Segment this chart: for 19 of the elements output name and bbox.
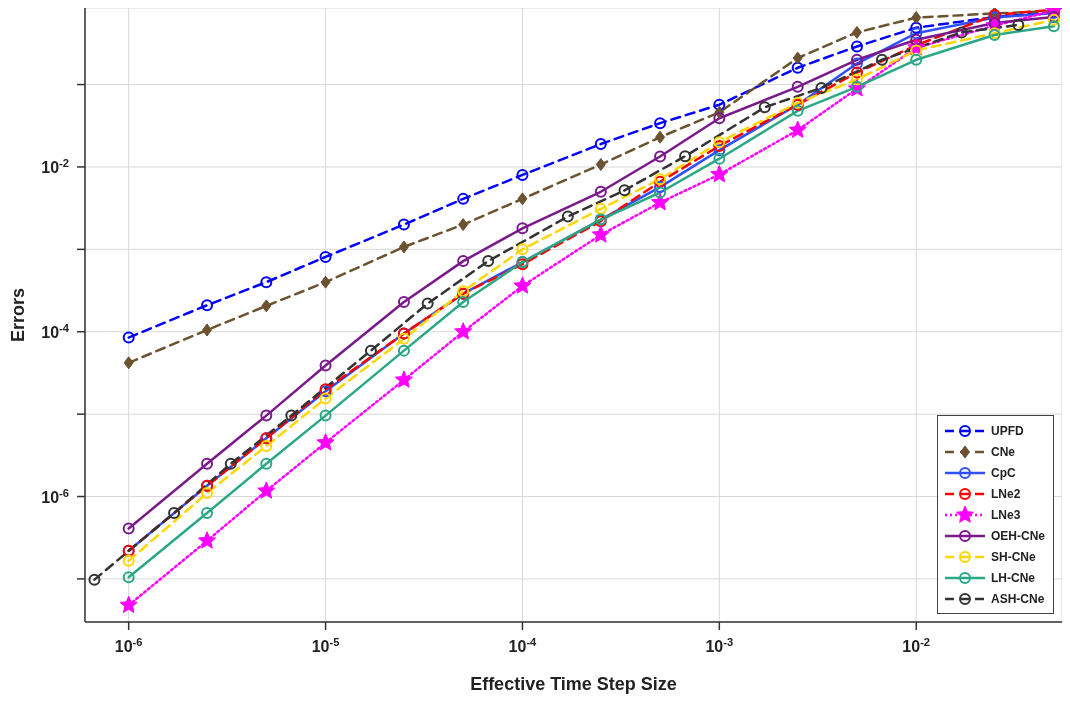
y-tick-label: 10$^{-2}$ bbox=[41, 156, 69, 176]
legend-label: UPFD bbox=[990, 423, 1024, 438]
legend-label: LNe3 bbox=[990, 507, 1021, 522]
legend-label: OEH-CNe bbox=[990, 528, 1045, 543]
legend-label: CNe bbox=[990, 444, 1015, 459]
y-tick-label: 10$^{-6}$ bbox=[41, 486, 69, 506]
legend-label: LH-CNe bbox=[990, 570, 1035, 585]
legend-label: CpC bbox=[990, 465, 1016, 480]
legend-label: LNe2 bbox=[990, 486, 1021, 501]
x-tick-label: 10$^{-6}$ bbox=[114, 636, 143, 655]
x-tick-label: 10$^{-3}$ bbox=[705, 636, 734, 655]
x-tick-label: 10$^{-5}$ bbox=[311, 636, 340, 655]
legend-label: SH-CNe bbox=[990, 549, 1036, 564]
y-axis-title: Errors bbox=[8, 287, 29, 343]
legend-label: ASH-CNe bbox=[990, 591, 1045, 606]
x-tick-label: 10$^{-4}$ bbox=[508, 636, 538, 655]
x-tick-label: 10$^{-2}$ bbox=[902, 636, 931, 655]
y-tick-label: 10$^{-4}$ bbox=[41, 321, 70, 341]
x-axis-title: Effective Time Step Size bbox=[470, 674, 677, 694]
